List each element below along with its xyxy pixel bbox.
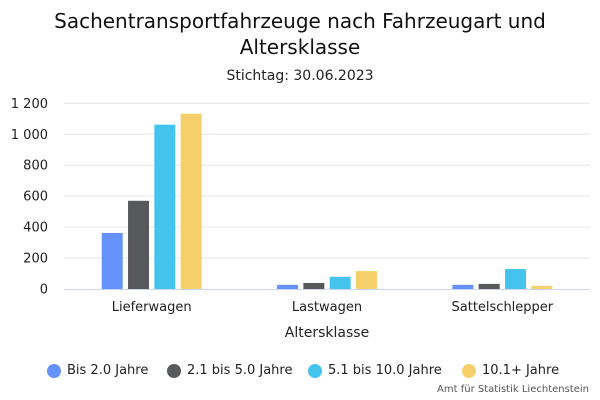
legend-marker-icon	[308, 363, 322, 378]
bar-lastwagen-2[interactable]	[329, 276, 351, 289]
bars	[101, 113, 553, 290]
y-tick-label: 200	[23, 252, 48, 267]
bar-sattelschlepper-2[interactable]	[504, 269, 526, 289]
legend-label: 5.1 bis 10.0 Jahre	[328, 363, 442, 378]
legend-label: Bis 2.0 Jahre	[67, 363, 149, 378]
legend-label: 2.1 bis 5.0 Jahre	[187, 363, 293, 378]
x-tick-label: Lieferwagen	[112, 300, 192, 315]
y-tick-label: 1 200	[11, 97, 48, 112]
legend-marker-icon	[47, 363, 61, 378]
x-axis-title: Altersklasse	[285, 325, 369, 341]
y-axis: 0 200 400 600 800 1 000 1 200	[11, 97, 48, 298]
legend-item[interactable]: 5.1 bis 10.0 Jahre	[308, 363, 442, 378]
y-tick-label: 0	[40, 283, 48, 298]
y-tick-label: 400	[23, 221, 48, 236]
chart-subtitle: Stichtag: 30.06.2023	[226, 68, 374, 84]
chart-title: Sachentransportfahrzeuge nach Fahrzeugar…	[54, 9, 546, 59]
legend-marker-icon	[462, 363, 476, 378]
legend-item[interactable]: 10.1+ Jahre	[462, 363, 559, 378]
bar-lieferwagen-0[interactable]	[101, 232, 123, 289]
legend-label: 10.1+ Jahre	[482, 363, 560, 378]
bar-lieferwagen-2[interactable]	[154, 124, 176, 289]
x-axis: Lieferwagen Lastwagen Sattelschlepper	[112, 300, 554, 315]
credits[interactable]: Amt für Statistik Liechtenstein	[437, 384, 589, 395]
legend-item[interactable]: 2.1 bis 5.0 Jahre	[167, 363, 292, 378]
legend-marker-icon	[167, 363, 181, 378]
bar-lastwagen-0[interactable]	[277, 284, 299, 289]
y-tick-label: 800	[23, 159, 48, 174]
bar-lieferwagen-3[interactable]	[180, 113, 202, 290]
bar-sattelschlepper-1[interactable]	[478, 283, 500, 289]
x-tick-label: Lastwagen	[292, 300, 362, 315]
bar-lieferwagen-1[interactable]	[128, 200, 150, 289]
legend-item[interactable]: Bis 2.0 Jahre	[47, 363, 148, 378]
y-tick-label: 600	[23, 190, 48, 205]
bar-lastwagen-3[interactable]	[355, 271, 377, 289]
bar-sattelschlepper-0[interactable]	[452, 284, 474, 289]
x-tick-label: Sattelschlepper	[452, 300, 554, 315]
bar-sattelschlepper-3[interactable]	[531, 285, 553, 289]
y-tick-label: 1 000	[11, 128, 48, 143]
legend: Bis 2.0 Jahre 2.1 bis 5.0 Jahre 5.1 bis 10…	[0, 363, 600, 383]
bar-lastwagen-1[interactable]	[303, 282, 325, 289]
gridlines	[64, 102, 590, 259]
